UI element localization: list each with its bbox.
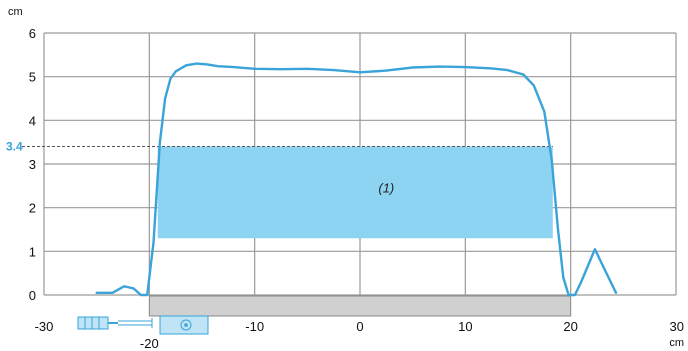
- reference-line-label: 3.4: [6, 140, 23, 154]
- x-tick-label-0: -30: [35, 319, 54, 334]
- ground-bar: [148, 295, 572, 317]
- x-tick-label-2: -10: [245, 319, 264, 334]
- x-tick-label-4: 10: [458, 319, 472, 334]
- detector-box-icon: [159, 315, 209, 335]
- grid: [43, 32, 677, 296]
- band-annotation: (1): [378, 180, 394, 195]
- x-tick-label-5: 20: [563, 319, 577, 334]
- x-axis-unit: cm: [669, 337, 684, 349]
- shaded-band: [157, 146, 553, 239]
- x-tick-label-3: 0: [356, 319, 363, 334]
- y-tick-label-6: 6: [29, 26, 36, 41]
- y-tick-label-0: 0: [29, 288, 36, 303]
- y-axis-unit: cm: [8, 6, 23, 18]
- sensor-device-icon: [77, 316, 153, 330]
- y-tick-label-4: 4: [29, 113, 36, 128]
- y-tick-label-5: 5: [29, 70, 36, 85]
- tick-labels: 0 1 2 3 4 5 6 -30 -20 -10 0 10 20 30: [29, 26, 684, 351]
- x-tick-label-1: -20: [140, 336, 159, 351]
- series-line: [95, 62, 618, 297]
- y-tick-label-3: 3: [29, 157, 36, 172]
- y-tick-label-1: 1: [29, 244, 36, 259]
- x-tick-label-6: 30: [670, 319, 684, 334]
- y-tick-label-2: 2: [29, 201, 36, 216]
